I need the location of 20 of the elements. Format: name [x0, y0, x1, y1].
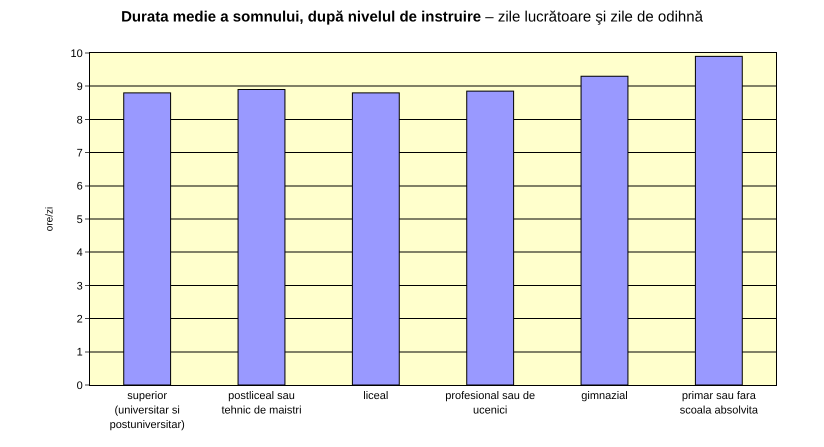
y-tick-label: 2: [76, 313, 83, 326]
y-tick-label: 0: [76, 380, 83, 392]
x-tick-label: postliceal sau tehnic de maistri: [221, 390, 302, 416]
x-tick-label: superior (universitar si postuniversitar): [110, 390, 185, 431]
x-tick-label: liceal: [363, 390, 388, 402]
y-axis-title: ore/zi: [44, 206, 56, 232]
y-tick-label: 4: [76, 247, 83, 260]
y-tick-label: 10: [70, 48, 83, 60]
y-tick-label: 3: [76, 280, 83, 292]
y-tick-label: 1: [76, 346, 83, 359]
chart-title: Durata medie a somnului, după nivelul de instruire: [121, 8, 482, 26]
y-tick-label: 6: [76, 180, 83, 193]
x-tick-label: profesional sau de ucenici: [445, 390, 536, 416]
x-tick-label: primar sau fara scoala absolvita: [680, 390, 759, 416]
y-tick-label: 5: [76, 214, 83, 226]
x-tick-label: gimnazial: [581, 390, 628, 402]
y-tick-label: 9: [76, 81, 83, 94]
y-tick-label: 7: [76, 147, 83, 160]
y-tick-label: 8: [76, 114, 83, 126]
chart-subtitle: – zile lucrătoare şi zile de odihnă: [485, 8, 703, 26]
